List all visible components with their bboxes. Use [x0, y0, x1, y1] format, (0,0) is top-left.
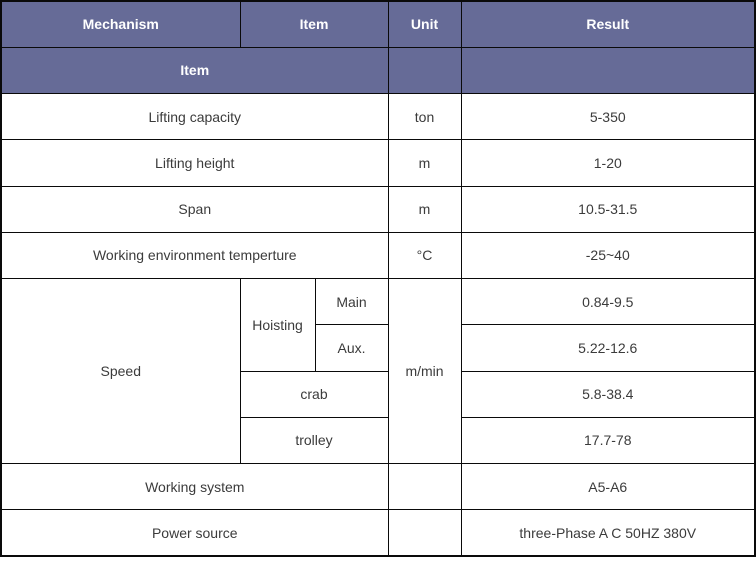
lifting-height-result: 1-20: [460, 139, 756, 187]
span-result: 10.5-31.5: [460, 185, 756, 233]
header-row-1: Mechanism Item Unit Result: [0, 0, 756, 48]
header-cell-mechanism: Mechanism: [0, 0, 241, 48]
header-row-2: Item: [0, 46, 756, 95]
speed-unit: m/min: [387, 278, 462, 464]
row-working-system: Working system A5-A6: [0, 462, 756, 511]
row-power-source: Power source three-Phase A C 50HZ 380V: [0, 509, 756, 557]
speed-label: Speed: [0, 278, 241, 464]
lifting-height-unit: m: [387, 139, 462, 187]
working-env-temp-unit: °C: [387, 231, 462, 280]
lifting-capacity-unit: ton: [387, 92, 462, 141]
speed-hoisting-label: Hoisting: [239, 278, 316, 372]
row-speed-main: Speed Hoisting Main m/min 0.84-9.5: [0, 277, 756, 464]
row-working-env-temp: Working environment temperture °C -25~40: [0, 231, 756, 280]
header-cell-unit: Unit: [387, 0, 462, 48]
header2-cell-unit-empty: [387, 46, 462, 95]
working-env-temp-label: Working environment temperture: [0, 231, 389, 280]
row-lifting-capacity: Lifting capacity ton 5-350: [0, 92, 756, 141]
speed-aux-result: 5.22-12.6: [460, 324, 756, 372]
speed-crab-result: 5.8-38.4: [460, 370, 756, 418]
row-speed-aux: Aux. 5.22-12.6: [1, 324, 756, 372]
header2-cell-item: Item: [0, 46, 389, 95]
speed-aux-label: Aux.: [314, 324, 389, 372]
row-lifting-height: Lifting height m 1-20: [0, 139, 756, 187]
working-system-label: Working system: [0, 462, 389, 511]
span-label: Span: [0, 185, 389, 233]
working-system-result: A5-A6: [460, 462, 756, 511]
power-source-label: Power source: [0, 509, 389, 557]
row-speed-crab: crab 5.8-38.4: [1, 370, 756, 418]
header-cell-result: Result: [460, 0, 756, 48]
lifting-capacity-label: Lifting capacity: [0, 92, 389, 141]
row-span: Span m 10.5-31.5: [0, 185, 756, 233]
lifting-capacity-result: 5-350: [460, 92, 756, 141]
speed-crab-label: crab: [239, 370, 389, 418]
speed-trolley-result: 17.7-78: [460, 416, 756, 465]
power-source-result: three-Phase A C 50HZ 380V: [460, 509, 756, 557]
working-system-unit-empty: [387, 462, 462, 511]
row-speed-trolley: trolley 17.7-78: [1, 416, 756, 465]
lifting-height-label: Lifting height: [0, 139, 389, 187]
speed-main-label: Main: [314, 277, 389, 326]
header-cell-item: Item: [239, 0, 389, 48]
power-source-unit-empty: [387, 509, 462, 557]
header2-cell-result-empty: [460, 46, 756, 95]
span-unit: m: [387, 185, 462, 233]
working-env-temp-result: -25~40: [460, 231, 756, 280]
speed-main-result: 0.84-9.5: [460, 277, 756, 326]
speed-trolley-label: trolley: [239, 416, 389, 465]
